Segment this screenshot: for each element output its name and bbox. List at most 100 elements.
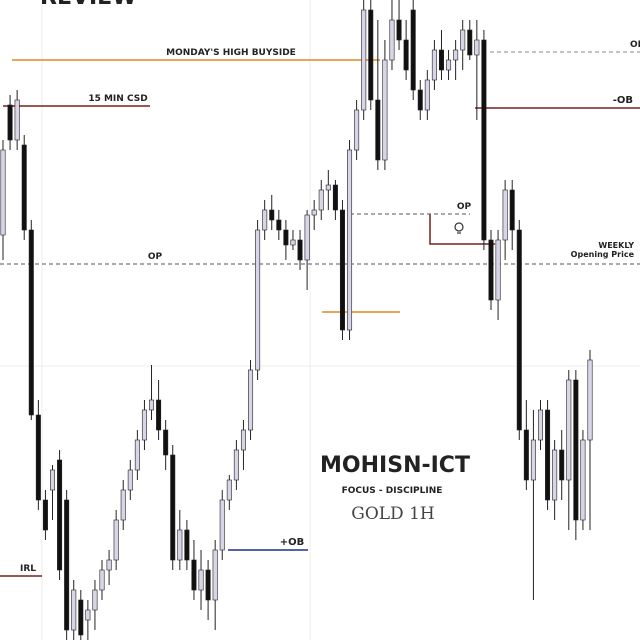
candle-body xyxy=(375,99,381,161)
watermark-name: MOHISN-ICT xyxy=(320,453,470,478)
candle-body xyxy=(141,409,147,441)
candle-body xyxy=(467,29,473,56)
candle-body xyxy=(566,379,572,481)
candle-body xyxy=(163,429,169,456)
candle-body xyxy=(262,209,268,231)
candle-body xyxy=(78,599,84,636)
watermark-symbol: GOLD 1H xyxy=(351,504,434,524)
candle-body xyxy=(42,499,48,531)
level-label: MONDAY'S HIGH BUYSIDE xyxy=(166,48,296,58)
candle-body xyxy=(488,239,494,301)
candle-body xyxy=(170,454,176,561)
level-label: OP xyxy=(457,202,472,212)
candle-body xyxy=(318,189,324,211)
candle-body xyxy=(7,104,13,141)
candle-body xyxy=(339,209,345,331)
candle-body xyxy=(248,369,254,431)
candle-body xyxy=(332,184,338,211)
candle-body xyxy=(460,29,466,51)
candle-body xyxy=(545,409,551,501)
candle-body xyxy=(0,149,6,236)
candle-body xyxy=(92,589,98,611)
candle-body xyxy=(424,79,430,111)
candle-body xyxy=(382,59,388,161)
candle-body xyxy=(347,149,353,331)
level-note: WEEKLY xyxy=(598,241,634,250)
candle-body xyxy=(127,469,133,491)
level-label: -OB xyxy=(613,95,633,106)
candle-body xyxy=(149,399,155,411)
candle-body xyxy=(417,89,423,111)
range-box xyxy=(429,214,495,245)
candle-body xyxy=(35,414,41,501)
candle-body xyxy=(502,189,508,241)
level-note: Opening Price xyxy=(571,250,635,259)
candle-body xyxy=(233,449,239,481)
candle-body xyxy=(325,184,331,191)
candle-body xyxy=(297,239,303,261)
candle-body xyxy=(523,429,529,481)
level-label: OP xyxy=(148,252,163,262)
candle-body xyxy=(240,429,246,451)
candle-body xyxy=(198,569,204,591)
candle-body xyxy=(587,359,593,441)
candle-body xyxy=(509,189,515,231)
candle-body xyxy=(573,379,579,521)
candle-body xyxy=(156,399,162,431)
candle-body xyxy=(212,549,218,601)
candle-body xyxy=(481,39,487,241)
candle-body xyxy=(354,109,360,151)
candle-body xyxy=(389,19,395,61)
candle-body xyxy=(28,229,34,416)
candle-body xyxy=(410,9,416,91)
candle-body xyxy=(99,569,105,591)
candle-body xyxy=(311,209,317,216)
candle-body xyxy=(552,449,558,501)
candle-body xyxy=(106,559,112,571)
chart-title: REVIEW xyxy=(40,0,136,10)
level-label: 15 MIN CSD xyxy=(88,94,147,104)
candle-body xyxy=(134,439,140,471)
watermark-tagline: FOCUS - DISCIPLINE xyxy=(342,486,443,496)
candle-body xyxy=(64,499,70,631)
candle-body xyxy=(219,499,225,551)
candle-body xyxy=(57,459,63,571)
candle-body xyxy=(530,439,536,481)
candle-body xyxy=(361,9,367,111)
candle-body xyxy=(21,144,27,231)
candle-body xyxy=(205,569,211,601)
candle-body xyxy=(516,229,522,431)
level-label: OP xyxy=(630,40,640,50)
candle-body xyxy=(177,529,183,561)
candle-body xyxy=(191,559,197,591)
candle-body xyxy=(474,39,480,56)
candle-body xyxy=(290,239,296,246)
candle-body xyxy=(85,609,91,621)
candle-body xyxy=(580,439,586,521)
candle-body xyxy=(495,239,501,301)
candle-body xyxy=(446,59,452,71)
candle-body xyxy=(120,489,126,521)
candle-body xyxy=(396,19,402,41)
candle-body xyxy=(226,479,232,501)
candle-body xyxy=(14,99,20,141)
level-label: IRL xyxy=(20,564,36,574)
candle-body xyxy=(113,519,119,561)
candle-body xyxy=(438,49,444,71)
candle-body xyxy=(71,589,77,631)
candle-body xyxy=(403,39,409,71)
candle-body xyxy=(269,209,275,221)
candle-body xyxy=(283,229,289,246)
candle-body xyxy=(50,469,56,491)
candle-body xyxy=(304,214,310,261)
candle-body xyxy=(453,49,459,61)
candle-body xyxy=(276,219,282,231)
bulb-icon xyxy=(454,222,464,234)
candle-body xyxy=(184,529,190,561)
candle-body xyxy=(255,229,261,371)
candle-body xyxy=(368,9,374,101)
level-label: +OB xyxy=(280,537,305,548)
candle-body xyxy=(537,409,543,441)
candle-body xyxy=(559,449,565,481)
